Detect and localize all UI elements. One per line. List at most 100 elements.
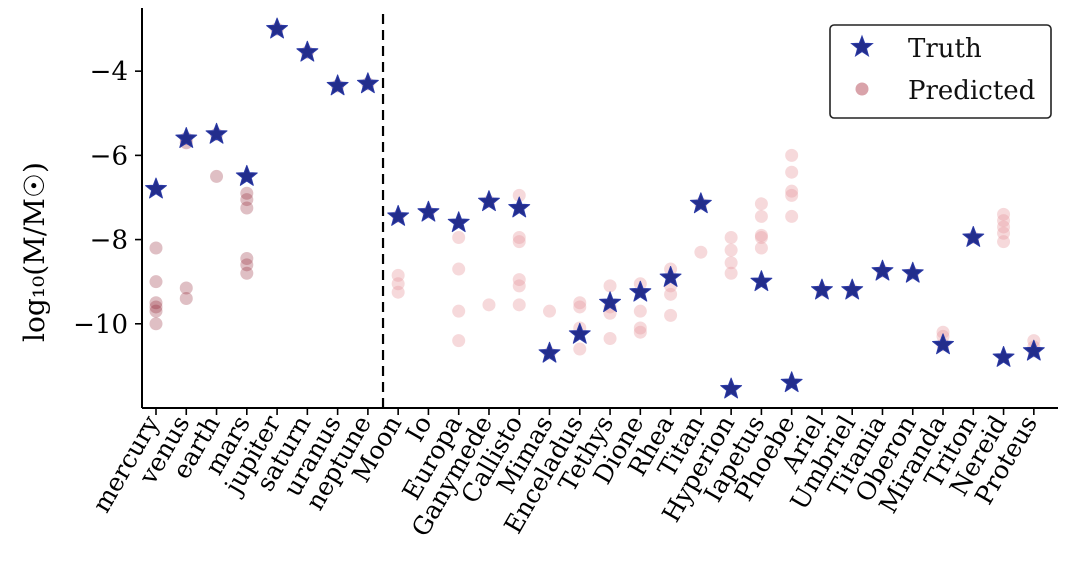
predicted-point-Iapetus <box>754 241 768 255</box>
truth-star-saturn <box>296 40 319 62</box>
predicted-point-Rhea <box>664 308 678 322</box>
truth-star-neptune <box>356 72 379 94</box>
predicted-point-mercury <box>149 275 163 289</box>
legend-predicted-dot <box>855 82 869 96</box>
predicted-point-Hyperion <box>724 256 738 270</box>
predicted-point-Tethys <box>603 279 617 293</box>
predicted-point-mercury <box>149 300 163 314</box>
truth-star-Ariel <box>810 278 833 300</box>
predicted-point-Titan <box>694 245 708 259</box>
truth-star-Umbriel <box>841 278 864 300</box>
truth-star-Europa <box>447 211 470 233</box>
truth-star-Io <box>417 200 440 222</box>
predicted-point-Ganymede <box>482 298 496 312</box>
truth-star-Titan <box>689 192 712 214</box>
truth-star-Nereid <box>992 345 1015 367</box>
predicted-point-Moon <box>391 285 405 299</box>
predicted-point-mercury <box>149 241 163 255</box>
predicted-point-Phoebe <box>785 184 799 198</box>
truth-star-Hyperion <box>720 377 743 399</box>
predicted-point-mercury <box>149 304 163 318</box>
predicted-point-Hyperion <box>724 243 738 257</box>
predicted-point-Phoebe <box>785 148 799 162</box>
predicted-point-mars <box>240 252 254 266</box>
truth-star-Oberon <box>901 261 924 283</box>
truth-star-Ganymede <box>478 190 500 212</box>
truth-star-Moon <box>387 204 410 226</box>
y-tick-label: −8 <box>90 226 128 256</box>
predicted-point-Callisto <box>512 273 526 287</box>
predicted-point-Dione <box>633 325 647 339</box>
predicted-point-Europa <box>452 230 466 244</box>
predicted-point-Enceladus <box>573 342 587 356</box>
truth-star-Rhea <box>659 265 682 287</box>
predicted-point-Enceladus <box>573 300 587 314</box>
predicted-point-Phoebe <box>785 209 799 223</box>
predicted-point-Nereid <box>997 220 1011 234</box>
predicted-point-Callisto <box>512 230 526 244</box>
y-tick-label: −10 <box>73 310 128 340</box>
predicted-point-Callisto <box>512 279 526 293</box>
predicted-point-Moon <box>391 277 405 291</box>
predicted-point-Europa <box>452 262 466 276</box>
predicted-point-Miranda <box>936 325 950 339</box>
truth-star-Titania <box>871 259 894 281</box>
truth-star-Mimas <box>538 341 561 363</box>
predicted-point-Callisto <box>512 235 526 249</box>
truth-star-Enceladus <box>568 322 591 344</box>
truth-star-mercury <box>145 177 167 199</box>
predicted-point-Iapetus <box>754 209 768 223</box>
truth-points-layer <box>145 17 1045 399</box>
predicted-point-Nereid <box>997 235 1011 249</box>
truth-star-Callisto <box>508 196 531 218</box>
predicted-point-Rhea <box>664 287 678 301</box>
predicted-point-Iapetus <box>754 228 768 242</box>
predicted-point-Hyperion <box>724 230 738 244</box>
predicted-point-Dione <box>633 321 647 335</box>
predicted-point-Nereid <box>997 226 1011 240</box>
predicted-point-Europa <box>452 334 466 348</box>
predicted-point-mars <box>240 258 254 272</box>
predicted-point-Mimas <box>543 304 557 318</box>
predicted-point-venus <box>179 281 193 295</box>
predicted-point-Enceladus <box>573 296 587 310</box>
predicted-point-mars <box>240 201 254 215</box>
truth-star-mars <box>235 164 258 186</box>
y-axis-label: log₁₀(M/M☉) <box>18 162 51 342</box>
truth-star-Miranda <box>932 333 954 355</box>
predicted-point-venus <box>179 292 193 306</box>
truth-star-Iapetus <box>750 270 773 292</box>
predicted-point-mars <box>240 193 254 207</box>
truth-star-earth <box>205 122 228 144</box>
predicted-point-mars <box>240 266 254 280</box>
predicted-point-Europa <box>452 304 466 318</box>
predicted-point-Nereid <box>997 214 1011 228</box>
predicted-point-mars <box>240 186 254 200</box>
predicted-point-Moon <box>391 268 405 282</box>
truth-star-jupiter <box>266 17 289 39</box>
truth-star-Triton <box>962 225 985 247</box>
predicted-point-Dione <box>633 304 647 318</box>
legend-truth-label: Truth <box>908 34 982 64</box>
predicted-point-mercury <box>149 317 163 331</box>
legend-truth-star <box>850 34 874 58</box>
predicted-point-Iapetus <box>754 197 768 211</box>
y-tick-label: −6 <box>90 141 128 171</box>
legend: Truth Predicted <box>829 24 1052 119</box>
predicted-point-earth <box>210 169 224 183</box>
truth-star-Proteus <box>1022 339 1045 361</box>
truth-star-Phoebe <box>780 371 803 393</box>
predicted-point-Phoebe <box>785 165 799 179</box>
truth-star-Dione <box>629 280 652 302</box>
y-tick-label: −4 <box>90 57 128 87</box>
predicted-point-Callisto <box>512 188 526 202</box>
axes-layer: mercuryvenusearthmarsjupitersaturnuranus… <box>73 8 1058 541</box>
predicted-point-Nereid <box>997 207 1011 221</box>
truth-star-Tethys <box>599 291 622 313</box>
predicted-point-Tethys <box>603 332 617 346</box>
predicted-point-Hyperion <box>724 266 738 280</box>
predicted-point-mercury <box>149 296 163 310</box>
predicted-point-Callisto <box>512 298 526 312</box>
legend-predicted-label: Predicted <box>908 76 1035 106</box>
